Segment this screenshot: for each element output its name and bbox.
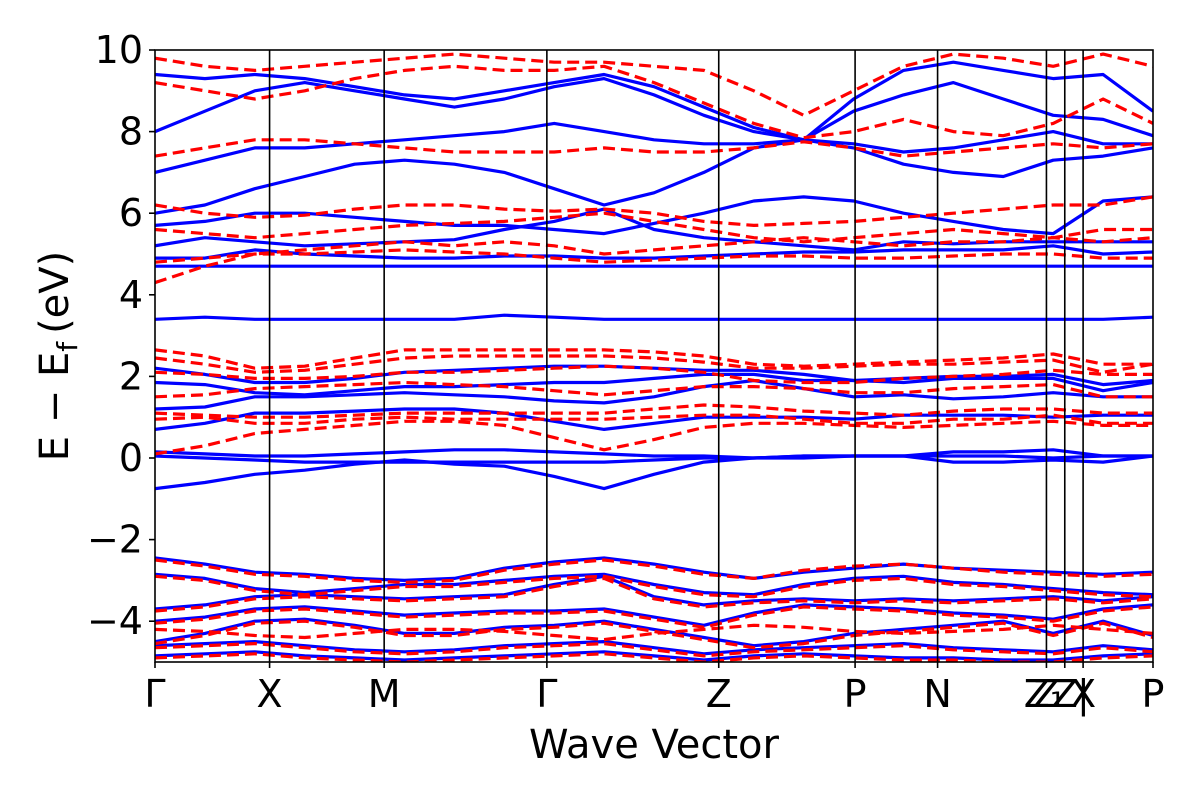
dashed-band-9 <box>155 211 1153 244</box>
plot-frame <box>154 49 1154 663</box>
y-axis-title: E − Ef (eV) <box>32 251 84 462</box>
dashed-band-8 <box>155 248 1153 264</box>
dashed-band-18 <box>155 623 1153 642</box>
x-axis-title: Wave Vector <box>529 722 780 768</box>
dashed-band-7 <box>155 236 1153 285</box>
y-tick-label: 6 <box>119 191 143 235</box>
solid-band-22 <box>155 650 1153 662</box>
solid-band-1 <box>155 454 1153 464</box>
solid-band-2 <box>155 448 1153 460</box>
dashed-band-16 <box>155 576 1153 613</box>
dashed-band-13 <box>155 52 1153 117</box>
x-tick-label: X <box>257 672 283 716</box>
solid-band-21 <box>155 640 1153 656</box>
x-axis: Γ X M Γ Z P N ZZX PZ₁ | <box>144 662 1164 717</box>
x-tick-label: Z <box>706 672 732 716</box>
solid-band-4 <box>155 378 1153 411</box>
y-axis-title-subscript: f <box>51 341 84 352</box>
solid-band-12 <box>155 138 1153 215</box>
solid-band-0 <box>155 454 1153 491</box>
dashed-band-15 <box>155 574 1153 599</box>
x-tick-label: N <box>923 672 951 716</box>
solid-band-20 <box>155 617 1153 648</box>
bands-layer <box>155 52 1153 662</box>
solid-band-17 <box>155 572 1153 597</box>
y-axis-title-unit: (eV) <box>32 251 78 334</box>
k-point-lines <box>268 50 1084 662</box>
y-tick-label: −4 <box>87 599 143 643</box>
x-tick-label: P <box>844 672 867 716</box>
dashed-band-6 <box>155 348 1153 370</box>
dashed-band-19 <box>155 619 1153 650</box>
x-tick-label: P <box>1142 672 1165 716</box>
x-tick-label: X <box>1070 672 1096 716</box>
dashed-band-11 <box>155 138 1153 158</box>
solid-band-15 <box>155 60 1153 142</box>
dashed-band-2 <box>155 403 1153 419</box>
solid-band-19 <box>155 603 1153 627</box>
dashed-band-17 <box>155 605 1153 629</box>
solid-band-5 <box>155 372 1153 397</box>
y-tick-label: 8 <box>119 110 143 154</box>
dashed-band-12 <box>155 64 1153 140</box>
x-tick-label: Γ <box>536 672 557 716</box>
dashed-band-14 <box>155 558 1153 584</box>
x-tick-label: Z <box>1052 672 1078 716</box>
x-tick-label: Γ <box>144 672 165 716</box>
solid-band-7 <box>155 313 1153 321</box>
y-tick-label: 2 <box>119 354 143 398</box>
dashed-band-0 <box>155 419 1153 456</box>
y-tick-label: 10 <box>95 28 143 72</box>
x-tick-label-overlay: Z₁ | <box>1024 672 1090 717</box>
dashed-band-20 <box>155 642 1153 658</box>
solid-band-13 <box>155 121 1153 174</box>
y-tick-label: 4 <box>119 273 143 317</box>
y-axis-title-main: E − E <box>32 352 78 462</box>
solid-band-18 <box>155 574 1153 611</box>
dashed-band-4 <box>155 364 1153 385</box>
solid-band-9 <box>155 244 1153 260</box>
x-tick-label: M <box>368 672 401 716</box>
dashed-band-5 <box>155 354 1153 374</box>
dashed-band-3 <box>155 380 1153 399</box>
x-tick-label: Z <box>1033 672 1059 716</box>
dashed-band-10 <box>155 195 1153 227</box>
y-tick-label: 0 <box>119 436 143 480</box>
solid-band-3 <box>155 407 1153 431</box>
y-tick-label: −2 <box>87 518 143 562</box>
y-axis: −4 −2 0 2 4 6 8 10 <box>87 28 155 643</box>
dashed-band-1 <box>155 413 1153 425</box>
